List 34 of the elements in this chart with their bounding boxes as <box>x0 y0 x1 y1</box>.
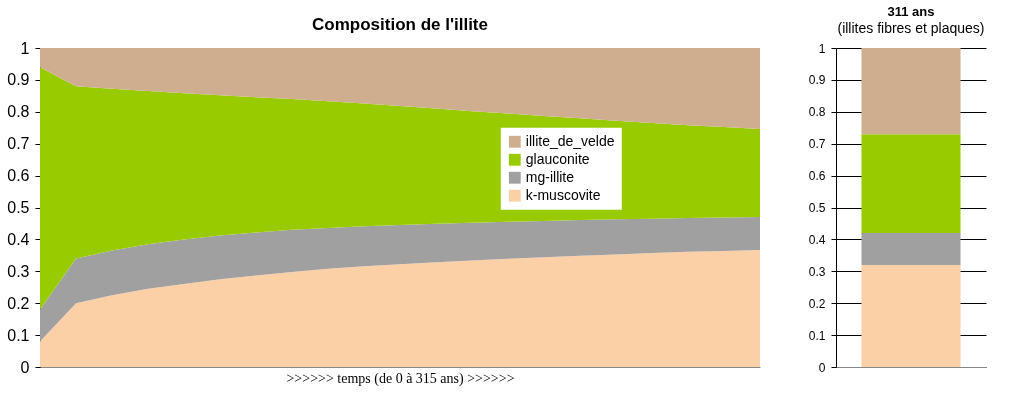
y-tick-label: 0 <box>20 358 30 376</box>
y-tick-label: 1 <box>20 39 30 57</box>
y-tick-label: 0.5 <box>808 201 826 215</box>
legend-label: glauconite <box>525 150 590 167</box>
y-tick-label: 0.8 <box>808 105 826 120</box>
legend-label: mg-illite <box>525 168 575 185</box>
y-tick-label: 0.6 <box>808 169 826 184</box>
bar <box>861 134 961 234</box>
legend-label: illite_de_velde <box>525 132 615 149</box>
y-tick-label: 0.6 <box>7 167 30 185</box>
y-tick-label: 0.5 <box>7 199 30 216</box>
y-tick-label: 0.1 <box>7 326 30 344</box>
y-tick-label: 0.3 <box>7 262 30 280</box>
chart-title: Composition de l'illite <box>312 15 488 34</box>
y-tick-label: 0.1 <box>808 328 826 343</box>
y-tick-label: 0.2 <box>7 294 30 312</box>
bar <box>861 233 961 265</box>
y-tick-label: 0.9 <box>7 71 30 89</box>
bar <box>861 264 961 367</box>
y-tick-label: 0.4 <box>808 232 826 247</box>
y-tick-label: 0.8 <box>7 103 30 121</box>
y-tick-label: 0.7 <box>808 137 826 152</box>
y-tick-label: 0.4 <box>7 230 30 248</box>
y-tick-label: 0.3 <box>808 264 826 279</box>
legend-label: k-muscovite <box>525 186 601 203</box>
chart-title: 311 ans <box>887 4 935 19</box>
y-tick-label: 0.7 <box>7 135 30 153</box>
y-tick-label: 1 <box>818 41 826 56</box>
y-tick-label: 0 <box>818 360 826 375</box>
bar <box>861 48 961 135</box>
y-tick-label: 0.2 <box>808 296 826 311</box>
chart-subtitle: (illites fibres et plaques) <box>837 20 985 36</box>
y-tick-label: 0.9 <box>808 73 826 88</box>
x-axis-title: >>>>>> temps (de 0 à 315 ans) >>>>>> <box>286 370 515 387</box>
